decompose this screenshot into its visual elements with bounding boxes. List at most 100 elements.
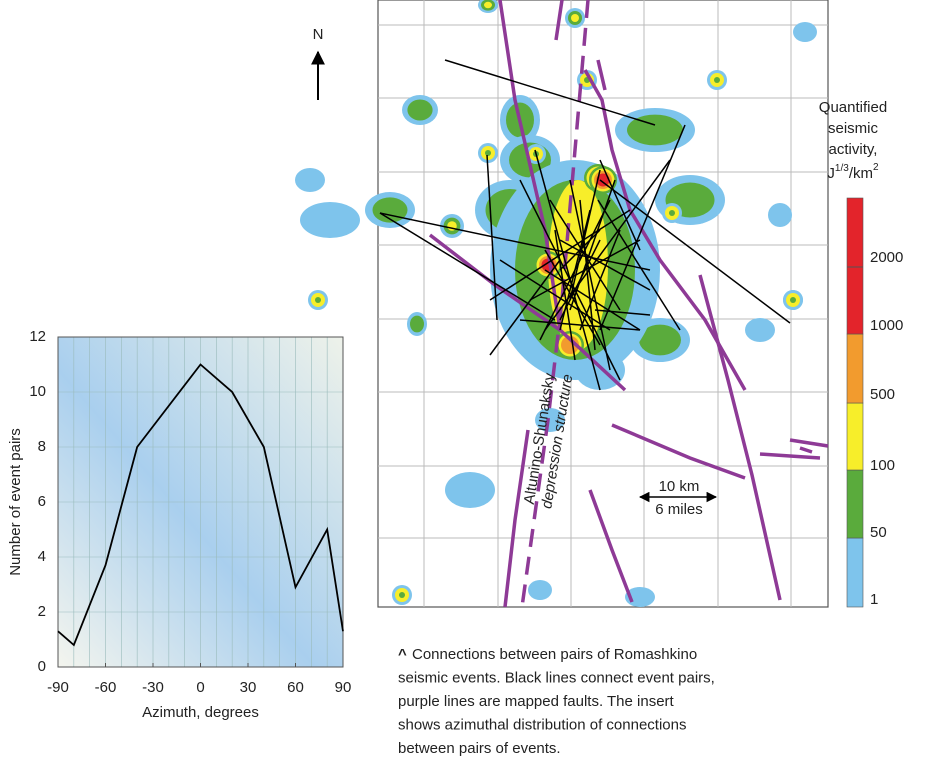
caption-line: Connections between pairs of Romashkino — [412, 646, 697, 663]
caption-line: between pairs of events. — [398, 740, 561, 757]
event-pair-line — [569, 179, 616, 311]
fault — [498, 0, 562, 331]
legend-swatch — [846, 333, 864, 404]
event-pair-line — [599, 179, 791, 324]
map: N 10 km 6 miles Altunino-Shunaksky depre… — [295, 0, 829, 608]
fault — [759, 438, 829, 460]
event-pair-line — [599, 124, 686, 331]
event-pair-line — [379, 59, 791, 391]
inset-chart: 0 2 4 6 8 10 12 -90 -60 -30 0 30 60 90 Azimuth, degree… — [7, 328, 351, 721]
event-pair-line — [599, 159, 641, 251]
activity-contour — [627, 114, 683, 146]
event-pair-line — [549, 199, 621, 311]
activity-contour — [410, 315, 424, 333]
event-pair-line — [554, 229, 576, 361]
activity-contour — [768, 203, 792, 227]
activity-contour — [484, 1, 492, 9]
activity-contour — [714, 77, 720, 83]
data-line — [57, 363, 344, 647]
activity-contour — [669, 210, 675, 216]
legend-label: 100 — [870, 457, 895, 474]
north-label: N — [313, 26, 324, 43]
legend: Quantified seismic activity, J1/3/km2 1 5… — [819, 99, 904, 608]
event-pair-line — [569, 179, 611, 371]
legend-title: activity, — [829, 141, 878, 158]
unit-part: 1/3 — [835, 163, 849, 174]
event-pair-line — [499, 259, 611, 331]
activity-contour — [639, 324, 681, 356]
fault — [554, 0, 564, 41]
activity-contour — [793, 22, 817, 42]
caption-marker: ^ — [398, 646, 407, 663]
legend-title: Quantified — [819, 99, 887, 116]
unit-part: 2 — [873, 162, 879, 173]
fault — [698, 274, 782, 601]
scale-miles: 6 miles — [655, 501, 703, 518]
event-pair-line — [379, 212, 556, 321]
activity-contour — [485, 150, 491, 156]
fault — [588, 489, 634, 603]
event-pair-line — [444, 59, 656, 126]
event-pair-line — [489, 259, 561, 356]
y-tick-label: 12 — [29, 328, 46, 345]
activity-contour — [625, 587, 655, 607]
caption: ^ Connections between pairs of Romashkin… — [398, 646, 715, 757]
legend-label: 50 — [870, 524, 887, 541]
legend-label: 2000 — [870, 249, 903, 266]
caption-line: shows azimuthal distribution of connecti… — [398, 716, 687, 733]
event-pair-line — [486, 154, 498, 321]
y-tick-label: 2 — [38, 603, 46, 620]
activity-contour — [399, 592, 405, 598]
activity-contour — [445, 472, 495, 508]
legend-swatch — [846, 197, 864, 335]
fault — [596, 59, 607, 91]
activity-contour — [528, 580, 552, 600]
x-tick-label: -30 — [142, 679, 164, 696]
x-tick-label: -90 — [47, 679, 69, 696]
scale-km: 10 km — [659, 478, 700, 495]
legend-label: 1000 — [870, 317, 903, 334]
fault — [428, 0, 829, 608]
legend-unit: J1/3/km2 — [827, 162, 879, 182]
event-pair-line — [594, 309, 651, 316]
activity-contour — [561, 336, 579, 354]
event-pair-line — [544, 249, 601, 346]
event-pair-line — [534, 149, 601, 391]
x-axis-label: Azimuth, degrees — [142, 704, 259, 721]
legend-title: seismic — [828, 120, 879, 137]
plot-frame — [57, 336, 344, 668]
y-tick-label: 6 — [38, 493, 46, 510]
activity-contour — [745, 318, 775, 342]
event-pair-line — [559, 229, 601, 271]
activity-contour — [596, 173, 610, 187]
activity-contour — [295, 168, 325, 192]
x-tick-label: -60 — [95, 679, 117, 696]
activity-contour — [300, 202, 360, 238]
fault — [520, 0, 590, 608]
fault — [611, 423, 746, 480]
event-pair-line — [519, 319, 641, 331]
x-tick-label: 0 — [196, 679, 204, 696]
activity-contour — [535, 408, 565, 432]
fault — [503, 429, 530, 608]
event-pair-line — [379, 212, 651, 271]
legend-swatch — [846, 469, 864, 539]
event-pair-line — [559, 239, 651, 291]
caption-line: purple lines are mapped faults. The inse… — [398, 693, 675, 710]
x-tick-label: 30 — [240, 679, 257, 696]
activity-contour — [407, 99, 433, 121]
caption-line: seismic events. Black lines connect even… — [398, 669, 715, 686]
activity-contour — [571, 14, 579, 22]
event-pair-line — [579, 199, 596, 351]
x-tick-label: 90 — [335, 679, 352, 696]
y-tick-label: 8 — [38, 438, 46, 455]
event-pair-line — [489, 209, 631, 301]
legend-swatch — [846, 537, 864, 608]
legend-swatch — [846, 402, 864, 471]
y-tick-label: 0 — [38, 658, 46, 675]
legend-label: 500 — [870, 386, 895, 403]
unit-part: J — [827, 165, 835, 182]
activity-contour — [315, 297, 321, 303]
event-pair-line — [579, 229, 621, 331]
